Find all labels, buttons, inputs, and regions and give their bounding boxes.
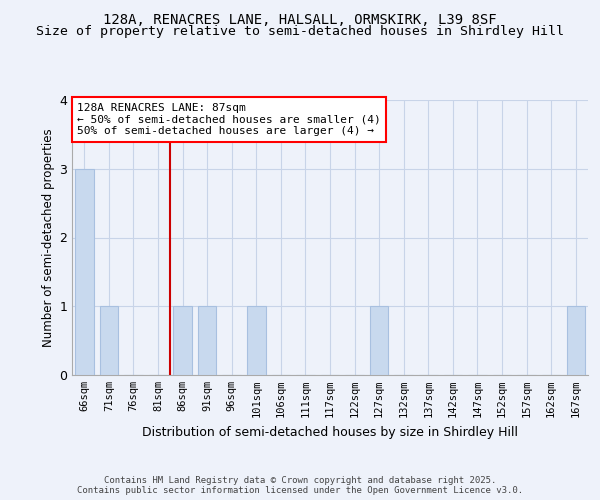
Bar [75,169,94,375]
Text: 128A RENACRES LANE: 87sqm
← 50% of semi-detached houses are smaller (4)
50% of s: 128A RENACRES LANE: 87sqm ← 50% of semi-… [77,103,381,136]
Text: Size of property relative to semi-detached houses in Shirdley Hill: Size of property relative to semi-detach… [36,25,564,38]
Bar [247,306,265,375]
Bar [198,306,217,375]
Text: 128A, RENACRES LANE, HALSALL, ORMSKIRK, L39 8SF: 128A, RENACRES LANE, HALSALL, ORMSKIRK, … [103,12,497,26]
Bar [173,306,192,375]
Bar [370,306,388,375]
X-axis label: Distribution of semi-detached houses by size in Shirdley Hill: Distribution of semi-detached houses by … [142,426,518,438]
Bar [566,306,585,375]
Text: Contains HM Land Registry data © Crown copyright and database right 2025.
Contai: Contains HM Land Registry data © Crown c… [77,476,523,495]
Bar [100,306,118,375]
Y-axis label: Number of semi-detached properties: Number of semi-detached properties [42,128,55,347]
